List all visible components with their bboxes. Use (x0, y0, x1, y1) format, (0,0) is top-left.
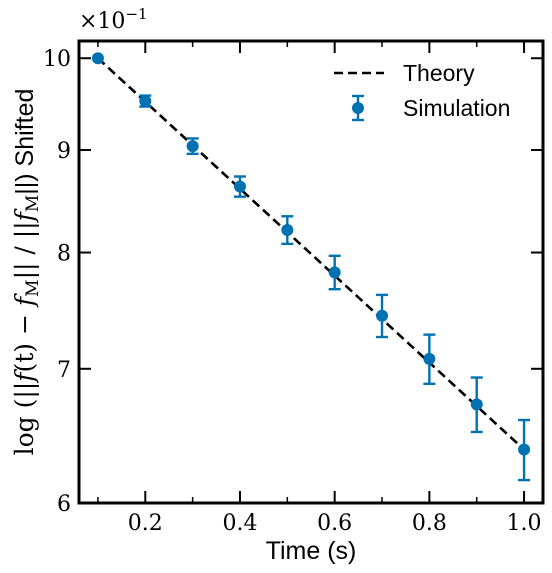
x-tick-label-3: 0.8 (412, 511, 447, 536)
y-axis-label: log (||f(t) − fM|| / ||fM||) Shifted (10, 89, 43, 456)
x-axis-label: Time (s) (266, 537, 357, 565)
theory-line (97, 57, 525, 451)
data-point-3 (233, 180, 246, 193)
data-point-6 (376, 309, 389, 322)
legend-theory-label: Theory (403, 60, 475, 86)
y-tick-label-2: 8 (57, 242, 71, 267)
y-tick-label-3: 9 (57, 139, 71, 164)
data-point-5 (328, 266, 341, 279)
x-tick-label-2: 0.6 (317, 511, 352, 536)
data-point-7 (423, 352, 436, 365)
data-point-0 (91, 52, 104, 65)
x-tick-label-0: 0.2 (128, 511, 163, 536)
data-point-8 (470, 398, 483, 411)
data-point-9 (518, 443, 531, 456)
y-tick-label-0: 6 (57, 492, 71, 517)
offset-label: ×10−1 (79, 5, 148, 34)
y-tick-label-4: 10 (43, 47, 71, 72)
data-point-1 (139, 95, 152, 108)
legend-sim-marker (352, 102, 364, 114)
y-tick-label-1: 7 (57, 358, 71, 383)
x-tick-label-1: 0.4 (222, 511, 257, 536)
data-point-4 (281, 223, 294, 236)
data-point-2 (186, 140, 199, 153)
legend-sim-label: Simulation (403, 95, 510, 121)
plot-frame (77, 39, 545, 505)
x-tick-label-4: 1.0 (507, 511, 542, 536)
